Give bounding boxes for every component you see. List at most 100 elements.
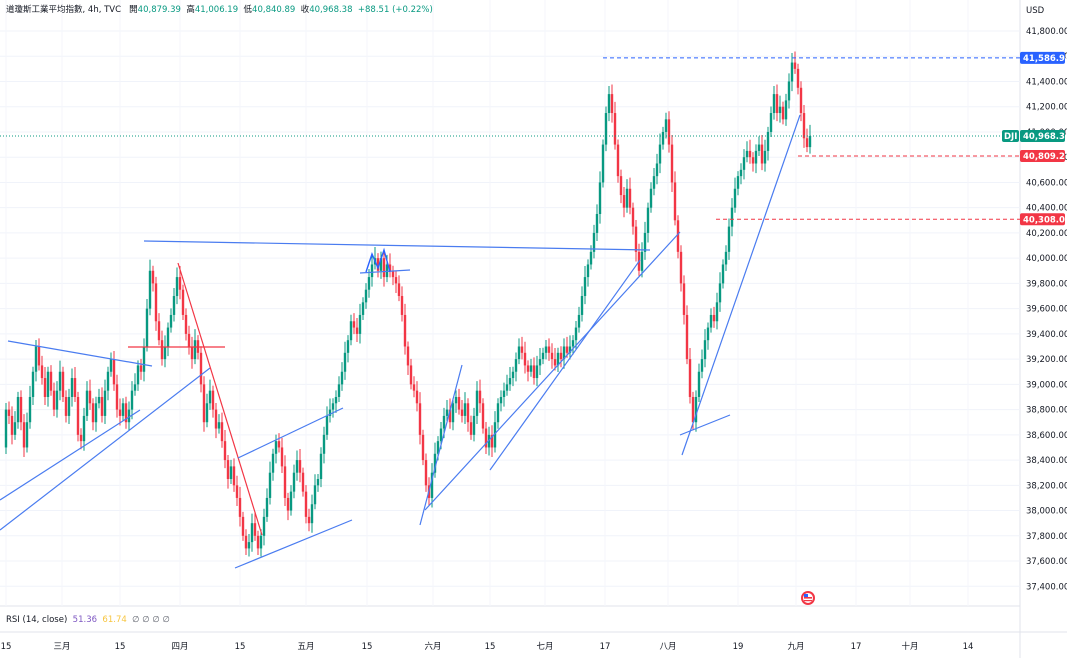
y-axis[interactable]: 41,800.0041,600.0041,400.0041,200.0041,0…: [1026, 27, 1067, 592]
candle-body: [802, 113, 806, 139]
trendline[interactable]: [681, 114, 801, 456]
candle-body: [265, 497, 269, 517]
candle-body: [346, 340, 350, 353]
candle-body: [226, 460, 230, 480]
candle-body: [49, 371, 53, 391]
candle-body: [190, 346, 194, 360]
candle-body: [616, 144, 620, 177]
candle-body: [67, 396, 71, 416]
candle-body: [430, 472, 434, 498]
trendline[interactable]: [0, 409, 141, 501]
candle-body: [703, 340, 707, 360]
candle-body: [130, 390, 134, 410]
candle-body: [541, 352, 545, 360]
candle-body: [445, 409, 449, 416]
candle-body: [709, 314, 713, 328]
candle-body: [103, 390, 107, 416]
candle-body: [319, 453, 323, 480]
candle-body: [424, 460, 428, 486]
candle-body: [577, 314, 581, 328]
trendline[interactable]: [419, 364, 463, 526]
trendline[interactable]: [237, 407, 344, 459]
candle-body: [745, 150, 749, 158]
trendline[interactable]: [143, 240, 651, 251]
candle-body: [37, 346, 41, 366]
us-flag-icon[interactable]: [801, 591, 815, 605]
price-tag-label: 41,586.94: [1023, 54, 1067, 64]
price-tag-box: [1020, 129, 1065, 142]
grid-lines: [0, 0, 1020, 606]
trendline[interactable]: [679, 414, 731, 436]
candle-body: [259, 535, 263, 549]
y-tick-label: 40,000.00: [1026, 254, 1067, 264]
candle-body: [88, 390, 92, 404]
candle-body: [589, 251, 593, 265]
candle-body: [241, 516, 245, 536]
price-tag-label: 40,809.21: [1023, 152, 1067, 162]
rsi-value: 51.36: [72, 615, 98, 625]
candle-body: [145, 308, 149, 347]
candle-body: [655, 163, 659, 177]
pattern-drawing[interactable]: [365, 247, 391, 273]
y-tick-label: 40,600.00: [1026, 178, 1067, 188]
candle-body: [781, 106, 785, 120]
price-tag-label: 40,968.38: [1023, 132, 1067, 142]
trendline[interactable]: [424, 231, 681, 511]
candle-body: [691, 396, 695, 423]
trendline[interactable]: [234, 519, 353, 569]
price-tag-box: [1020, 51, 1065, 64]
currency-label: USD: [1026, 6, 1045, 16]
candle-body: [457, 396, 461, 410]
candle-body: [124, 403, 128, 423]
symbol-title[interactable]: 道瓊斯工業平均指數, 4h, TVC: [6, 5, 122, 15]
x-tick-label: 14: [963, 642, 974, 652]
candle-body: [250, 523, 254, 543]
candle-body: [7, 409, 11, 416]
rsi-legend[interactable]: RSI (14, close) 51.36 61.74 ∅ ∅ ∅ ∅: [6, 615, 170, 625]
candle-body: [481, 403, 485, 429]
candle-body: [466, 403, 470, 423]
y-tick-label: 40,200.00: [1026, 229, 1067, 239]
x-tick-label: 五月: [297, 642, 314, 652]
trendline[interactable]: [489, 259, 641, 471]
candle-body: [43, 378, 47, 397]
y-tick-label: 39,200.00: [1026, 355, 1067, 365]
candle-body: [178, 277, 182, 290]
candle-body: [154, 283, 158, 322]
candle-body: [148, 270, 152, 309]
candle-body: [574, 327, 578, 341]
candle-body: [355, 327, 359, 334]
candle-body: [376, 258, 380, 271]
candle-body: [529, 365, 533, 372]
trendline[interactable]: [0, 367, 211, 531]
candle-body: [535, 365, 539, 379]
candle-body: [172, 296, 176, 315]
y-tick-label: 37,800.00: [1026, 532, 1067, 542]
rsi-ma-value: 61.74: [102, 615, 127, 625]
y-tick-label: 38,000.00: [1026, 507, 1067, 517]
candle-body: [46, 371, 50, 397]
candle-body: [586, 264, 590, 278]
candle-body: [607, 94, 611, 114]
candle-body: [463, 403, 467, 416]
x-tick-label: 十月: [901, 641, 918, 652]
candle-body: [571, 340, 575, 347]
change-value: +88.51 (+0.22%): [357, 5, 433, 15]
trendline[interactable]: [7, 340, 153, 367]
candle-body: [55, 390, 59, 410]
candle-body: [13, 422, 17, 435]
candle-body: [433, 453, 437, 473]
trendline[interactable]: [359, 269, 411, 274]
symbol-tag-label: DJI: [1004, 132, 1017, 142]
x-tick-label: 七月: [536, 642, 553, 652]
candle-body: [805, 138, 809, 148]
x-axis[interactable]: 15 三月 15 四月 15 五月 15 六月 15 七月 17 八月 19 九月 17 十月 14: [1, 641, 974, 652]
candle-body: [118, 409, 122, 416]
candle-body: [523, 352, 527, 366]
candle-body: [304, 491, 308, 517]
candle-body: [274, 441, 278, 454]
candle-body: [193, 340, 197, 360]
candle-body: [649, 188, 653, 208]
trendline[interactable]: [177, 262, 263, 536]
